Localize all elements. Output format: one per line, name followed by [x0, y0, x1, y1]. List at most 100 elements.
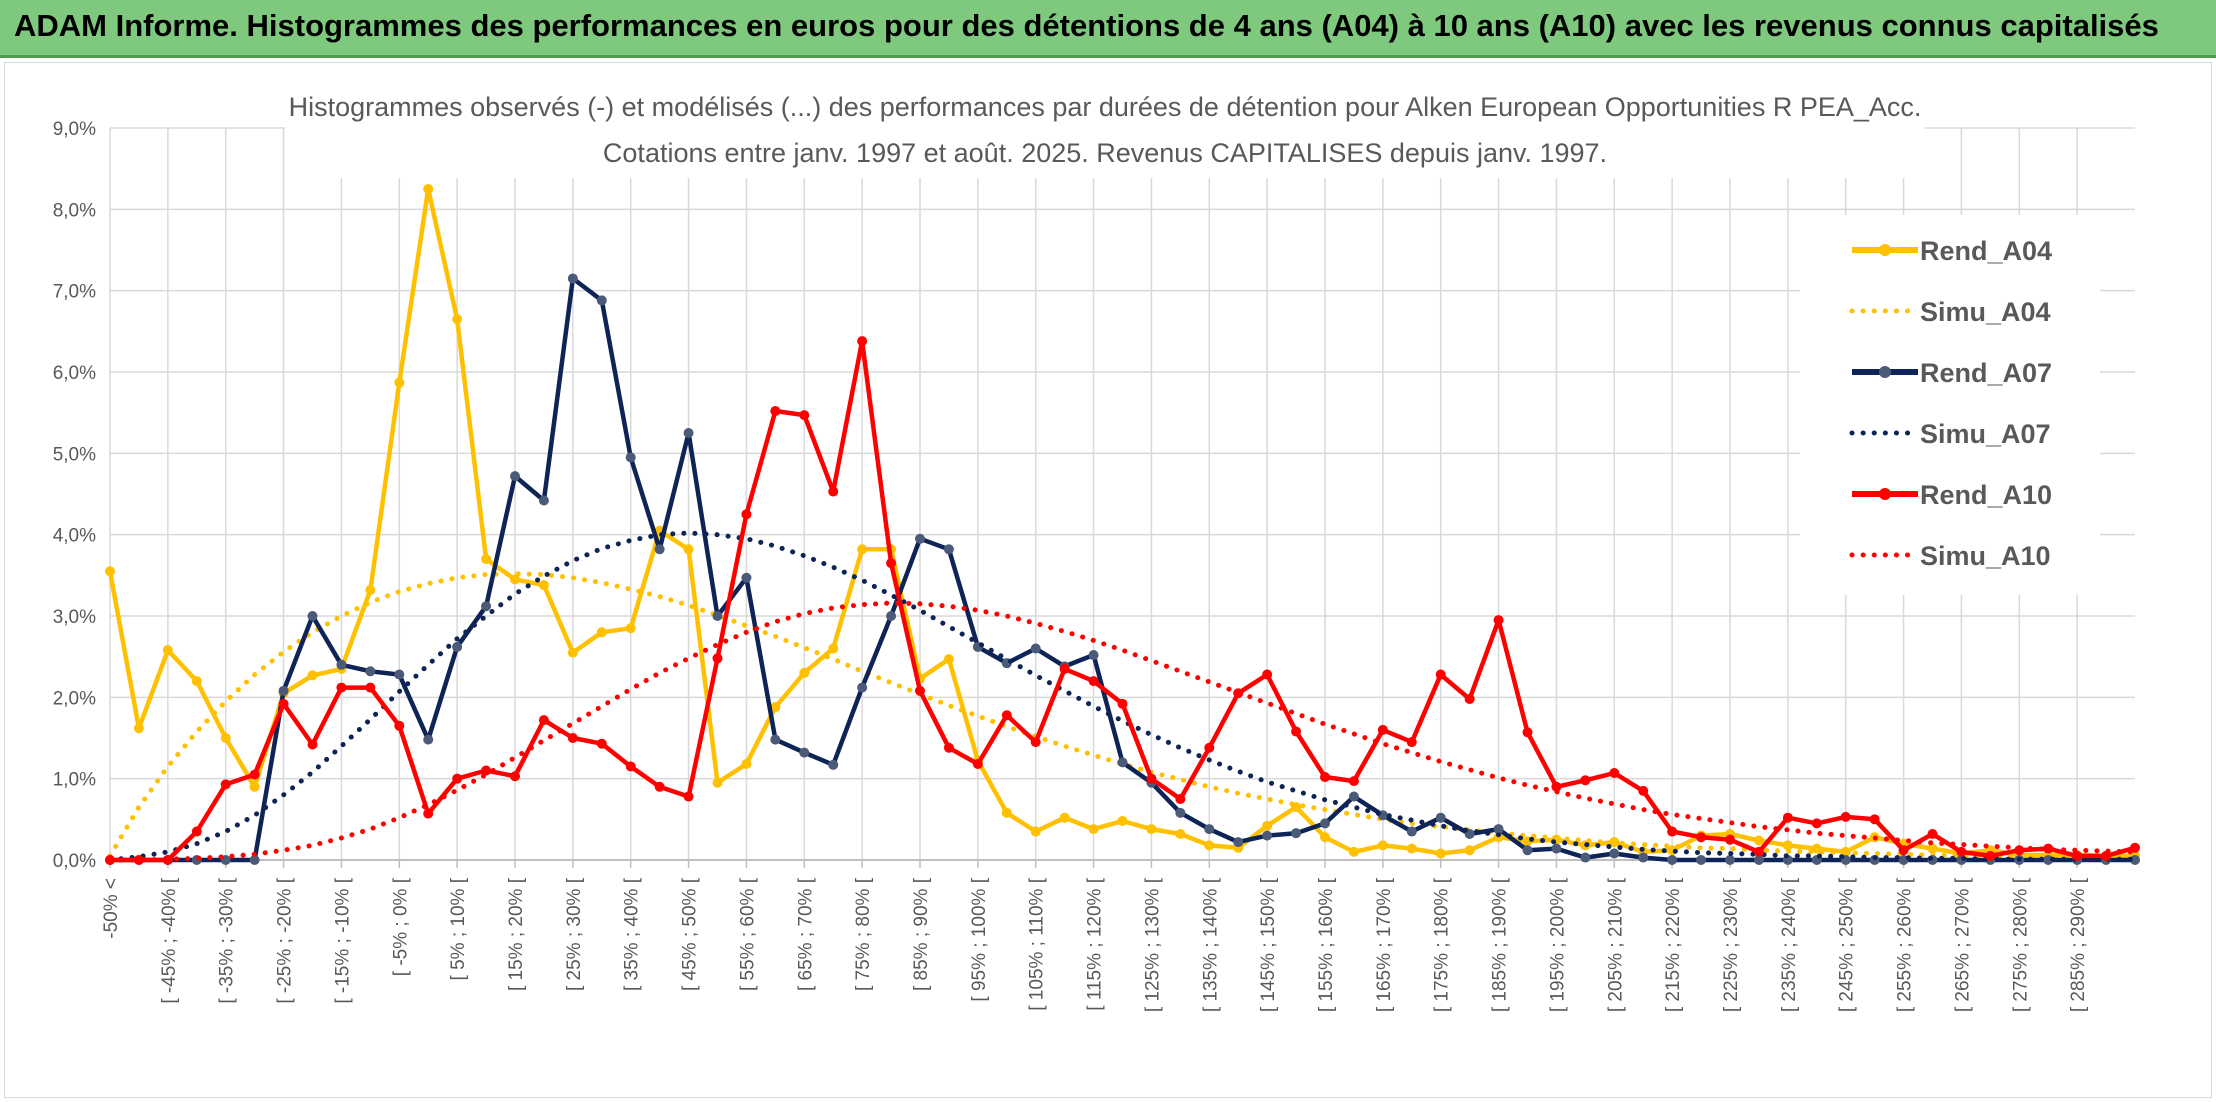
x-tick-label: [ 265% ; 270% [	[1952, 877, 1973, 1012]
series-rend-a04-point	[423, 184, 434, 194]
x-tick-label: [ 215% ; 220% [	[1663, 877, 1684, 1012]
series-rend-a07-point	[394, 669, 405, 680]
series-rend-a07-point	[1320, 818, 1330, 829]
series-rend-a04-point	[1348, 846, 1359, 857]
series-rend-a07-point	[1638, 852, 1649, 863]
series-rend-a10-point	[654, 781, 665, 792]
series-rend-a10-point	[1840, 811, 1851, 822]
series-rend-a10-point	[307, 739, 318, 750]
series-rend-a10-point	[625, 761, 636, 772]
legend-label: Simu_A04	[1920, 297, 2051, 327]
series-rend-a07-point	[1522, 845, 1533, 856]
series-rend-a10-point	[1638, 785, 1649, 796]
series-rend-a07-point	[1204, 824, 1215, 835]
x-tick-label: [ 125% ; 130% [	[1142, 877, 1163, 1012]
x-tick-label: [ 115% ; 120% [	[1085, 877, 1106, 1010]
series-rend-a10-point	[828, 486, 839, 497]
series-simu-a10-line	[107, 600, 2138, 863]
series-rend-a10-point	[278, 698, 289, 709]
series-rend-a07-point	[1551, 843, 1562, 854]
series-rend-a07-point	[423, 734, 434, 745]
series-rend-a07-point	[452, 641, 463, 652]
series-rend-a10-point	[1580, 775, 1591, 786]
series-rend-a04-point	[1088, 824, 1099, 835]
series-rend-a07-point	[1348, 791, 1359, 802]
series-rend-a07-point	[1233, 837, 1244, 848]
series-rend-a07-point	[336, 659, 347, 670]
x-tick-label: [ 105% ; 110% [	[1027, 877, 1048, 1010]
series-rend-a04-point	[596, 627, 607, 638]
x-tick-label: [ 235% ; 240% [	[1779, 877, 1800, 1012]
series-rend-a04-point	[770, 702, 781, 713]
series-rend-a10-point	[1088, 676, 1099, 687]
series-rend-a10-point	[1869, 814, 1880, 825]
series-rend-a07-point	[741, 572, 752, 583]
series-rend-a07-point	[1262, 830, 1273, 841]
series-rend-a04-point	[1406, 843, 1417, 854]
axis-layer: 0,0% 1,0% 2,0% 3,0% 4,0% 5,0% 6,0% 7,0% 8,0% 9,0%…	[53, 119, 2135, 1012]
series-rend-a07-point	[712, 611, 723, 621]
y-tick-label: 2,0%	[53, 688, 96, 709]
series-rend-a07-point	[1493, 824, 1504, 835]
series-rend-a10-point	[1059, 663, 1070, 674]
legend-label: Rend_A10	[1920, 480, 2052, 510]
legend-label: Simu_A07	[1920, 419, 2051, 449]
series-rend-a07-point	[1667, 855, 1678, 865]
series-rend-a04-point	[1927, 843, 1938, 854]
series-rend-a10-point	[857, 336, 868, 347]
chart-subtitle: Cotations entre janv. 1997 et août. 2025…	[603, 138, 1607, 168]
x-tick-label: [ -15% ; -10% [	[332, 877, 353, 1003]
series-rend-a10-point	[1001, 710, 1012, 721]
series-rend-a10-point	[596, 738, 607, 749]
series-rend-a10-point	[915, 685, 925, 696]
series-rend-a10-point	[2072, 850, 2083, 861]
series-rend-a04-point	[799, 667, 810, 678]
series-rend-a04-point	[1753, 835, 1764, 846]
series-rend-a10-point	[510, 771, 520, 782]
series-rend-a04-point	[625, 623, 636, 634]
series-rend-a07-point	[307, 611, 318, 621]
series-rend-a10-point	[1956, 846, 1967, 857]
series-rend-a10-point	[567, 733, 578, 743]
series-rend-a07-point	[567, 273, 578, 284]
series-rend-a10-point	[1175, 794, 1186, 804]
series-rend-a10-point	[481, 765, 492, 776]
legend: Rend_A04 Simu_A04 Rend_A07 Simu_A07 Rend_A10…	[1800, 215, 2100, 595]
series-rend-a04-point	[1030, 826, 1041, 837]
series-rend-a07-point	[1609, 848, 1620, 859]
series-rend-a04-point	[1782, 840, 1793, 851]
series-rend-a04-point	[1320, 832, 1330, 843]
x-tick-label: [ 155% ; 160% [	[1316, 877, 1337, 1012]
series-rend-a07-point	[1725, 855, 1735, 865]
series-rend-a04-point	[712, 777, 723, 788]
series-rend-a10-point	[336, 682, 347, 693]
series-rend-a04-point	[307, 670, 318, 681]
series-rend-a07-point	[1088, 650, 1099, 661]
series-rend-a07-point	[481, 601, 492, 612]
x-tick-label: [ 195% ; 200% [	[1547, 877, 1568, 1012]
x-tick-label: [ -5% ; 0% [	[390, 877, 411, 976]
y-tick-label: 8,0%	[53, 200, 96, 221]
x-tick-label: [ 15% ; 20% [	[506, 877, 527, 991]
series-rend-a04-point	[741, 759, 752, 770]
series-rend-a07-point	[828, 759, 839, 770]
x-tick-label: [ 175% ; 180% [	[1432, 877, 1453, 1012]
series-rend-a10-point	[886, 558, 897, 569]
series-rend-a07-point	[770, 734, 781, 745]
series-rend-a10-point	[1551, 781, 1562, 792]
series-rend-a04-point	[1435, 848, 1446, 859]
series-rend-a07-point	[683, 428, 694, 438]
x-tick-label: [ 35% ; 40% [	[622, 877, 643, 991]
y-tick-label: 5,0%	[53, 444, 96, 465]
series-rend-a10-point	[1204, 742, 1215, 753]
series-rend-a04-point	[220, 733, 231, 743]
series-rend-a10-point	[249, 769, 260, 780]
x-tick-label: [ 5% ; 10% [	[448, 877, 469, 980]
chart-title: Histogrammes observés (-) et modélisés (…	[289, 92, 1922, 122]
series-rend-a07-point	[278, 685, 289, 696]
series-rend-a07-point	[596, 295, 607, 306]
chart-title-area: Histogrammes observés (-) et modélisés (…	[285, 82, 1925, 178]
page-title: ADAM Informe. Histogrammes des performan…	[14, 8, 2159, 43]
series-rend-a10-point	[220, 779, 231, 790]
